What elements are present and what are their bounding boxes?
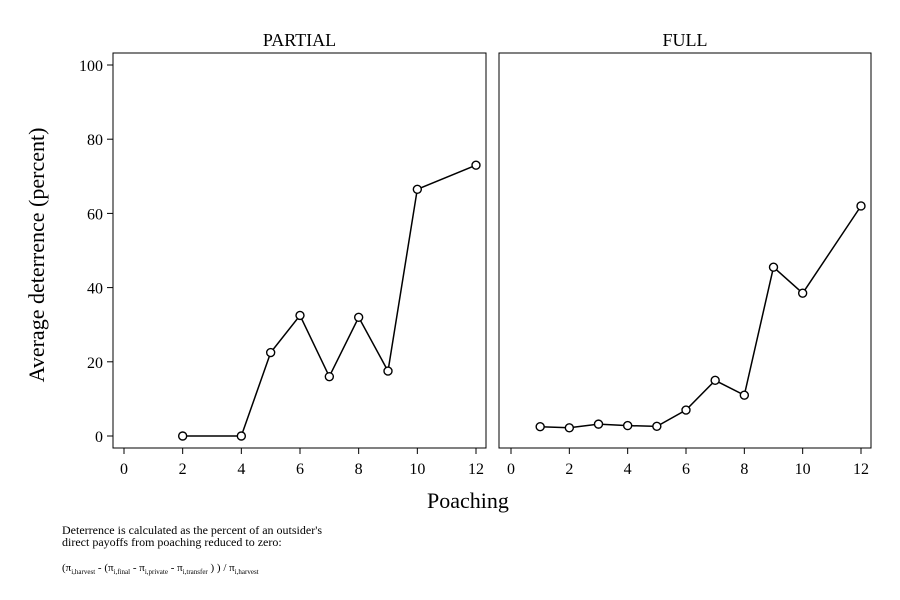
x-axis-label: Poaching — [427, 488, 509, 513]
y-tick-label: 0 — [95, 429, 103, 446]
y-tick-label: 20 — [87, 355, 103, 372]
x-tick-label: 6 — [296, 461, 304, 478]
data-point — [652, 421, 662, 432]
y-tick-label: 100 — [79, 58, 103, 75]
y-tick-label: 80 — [87, 132, 103, 149]
data-point — [412, 184, 423, 194]
data-point — [324, 371, 335, 382]
data-point — [622, 420, 633, 431]
data-point — [177, 431, 188, 441]
x-tick-label: 6 — [682, 461, 690, 478]
data-point — [797, 288, 808, 298]
panel-frame — [112, 52, 487, 449]
data-point — [856, 201, 866, 211]
data-point — [471, 160, 481, 170]
data-point — [593, 419, 604, 429]
x-tick-label: 2 — [565, 461, 573, 478]
x-tick-label: 12 — [853, 461, 869, 478]
y-tick-label: 40 — [87, 281, 103, 298]
data-point — [739, 390, 750, 400]
x-tick-label: 4 — [237, 461, 245, 478]
x-tick-label: 8 — [740, 461, 748, 478]
panel-frame — [498, 52, 872, 449]
x-tick-label: 10 — [795, 461, 811, 478]
data-point — [353, 312, 364, 322]
data-point — [681, 405, 691, 415]
data-point — [383, 366, 393, 376]
x-tick-label: 4 — [624, 461, 632, 478]
series-line — [540, 205, 862, 429]
x-tick-label: 0 — [120, 461, 128, 478]
series-line — [182, 164, 477, 437]
data-point — [295, 310, 305, 321]
x-tick-label: 0 — [507, 461, 515, 478]
panel-title-partial: PARTIAL — [263, 30, 336, 50]
panel-title-full: FULL — [663, 30, 708, 50]
data-point — [265, 347, 276, 358]
data-point — [236, 431, 247, 441]
x-tick-label: 8 — [355, 461, 363, 478]
data-point — [535, 422, 545, 432]
data-point — [768, 262, 779, 272]
note-line-2: direct payoffs from poaching reduced to … — [62, 535, 282, 549]
data-point — [710, 375, 720, 386]
x-tick-label: 12 — [468, 461, 484, 478]
x-tick-label: 10 — [409, 461, 425, 478]
y-axis-label: Average deterrence (percent) — [24, 128, 49, 383]
data-point — [564, 423, 575, 433]
x-tick-label: 2 — [179, 461, 187, 478]
deterrence-formula: (πi,harvest - (πi,final - πi,private - π… — [62, 562, 259, 577]
y-tick-label: 60 — [87, 206, 103, 223]
note-line-1: Deterrence is calculated as the percent … — [62, 523, 323, 537]
